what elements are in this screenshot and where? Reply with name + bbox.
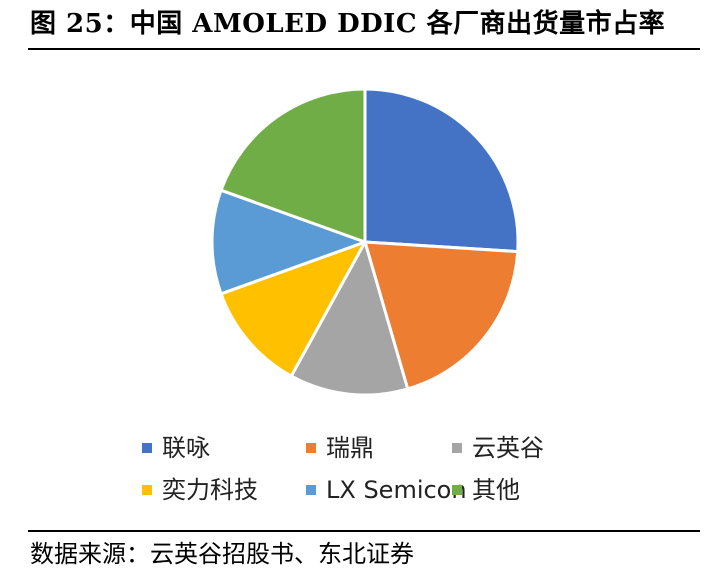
legend-swatch xyxy=(142,485,152,495)
legend-item-3: 云英谷 xyxy=(452,430,544,466)
legend-label: 云英谷 xyxy=(472,434,544,462)
pie-chart xyxy=(210,87,520,397)
legend-swatch xyxy=(452,443,462,453)
pie-slice-4 xyxy=(219,240,367,378)
legend-swatch xyxy=(452,485,462,495)
legend-item-2: 瑞鼎 xyxy=(306,430,374,466)
legend-label: 联咏 xyxy=(162,434,210,462)
legend-item-1: 联咏 xyxy=(142,430,210,466)
figure-title: 图 25：中国 AMOLED DDIC 各厂商出货量市占率 xyxy=(30,9,666,39)
legend-item-5: LX Semicon xyxy=(306,472,467,508)
pie-slice-5 xyxy=(210,188,367,296)
pie-slice-3 xyxy=(289,240,410,397)
legend-swatch xyxy=(306,443,316,453)
legend-label: 奕力科技 xyxy=(162,476,258,504)
legend-item-4: 奕力科技 xyxy=(142,472,258,508)
legend-label: LX Semicon xyxy=(326,476,467,504)
legend-label: 瑞鼎 xyxy=(326,434,374,462)
legend-label: 其他 xyxy=(472,476,520,504)
bottom-divider xyxy=(28,530,700,532)
pie-slice-2 xyxy=(363,240,520,391)
legend-swatch xyxy=(306,485,316,495)
top-divider xyxy=(28,48,700,50)
figure-source: 数据来源：云英谷招股书、东北证券 xyxy=(30,540,414,568)
pie-slice-1 xyxy=(363,87,520,254)
legend-item-6: 其他 xyxy=(452,472,520,508)
legend-swatch xyxy=(142,443,152,453)
pie-slice-6 xyxy=(219,87,367,244)
